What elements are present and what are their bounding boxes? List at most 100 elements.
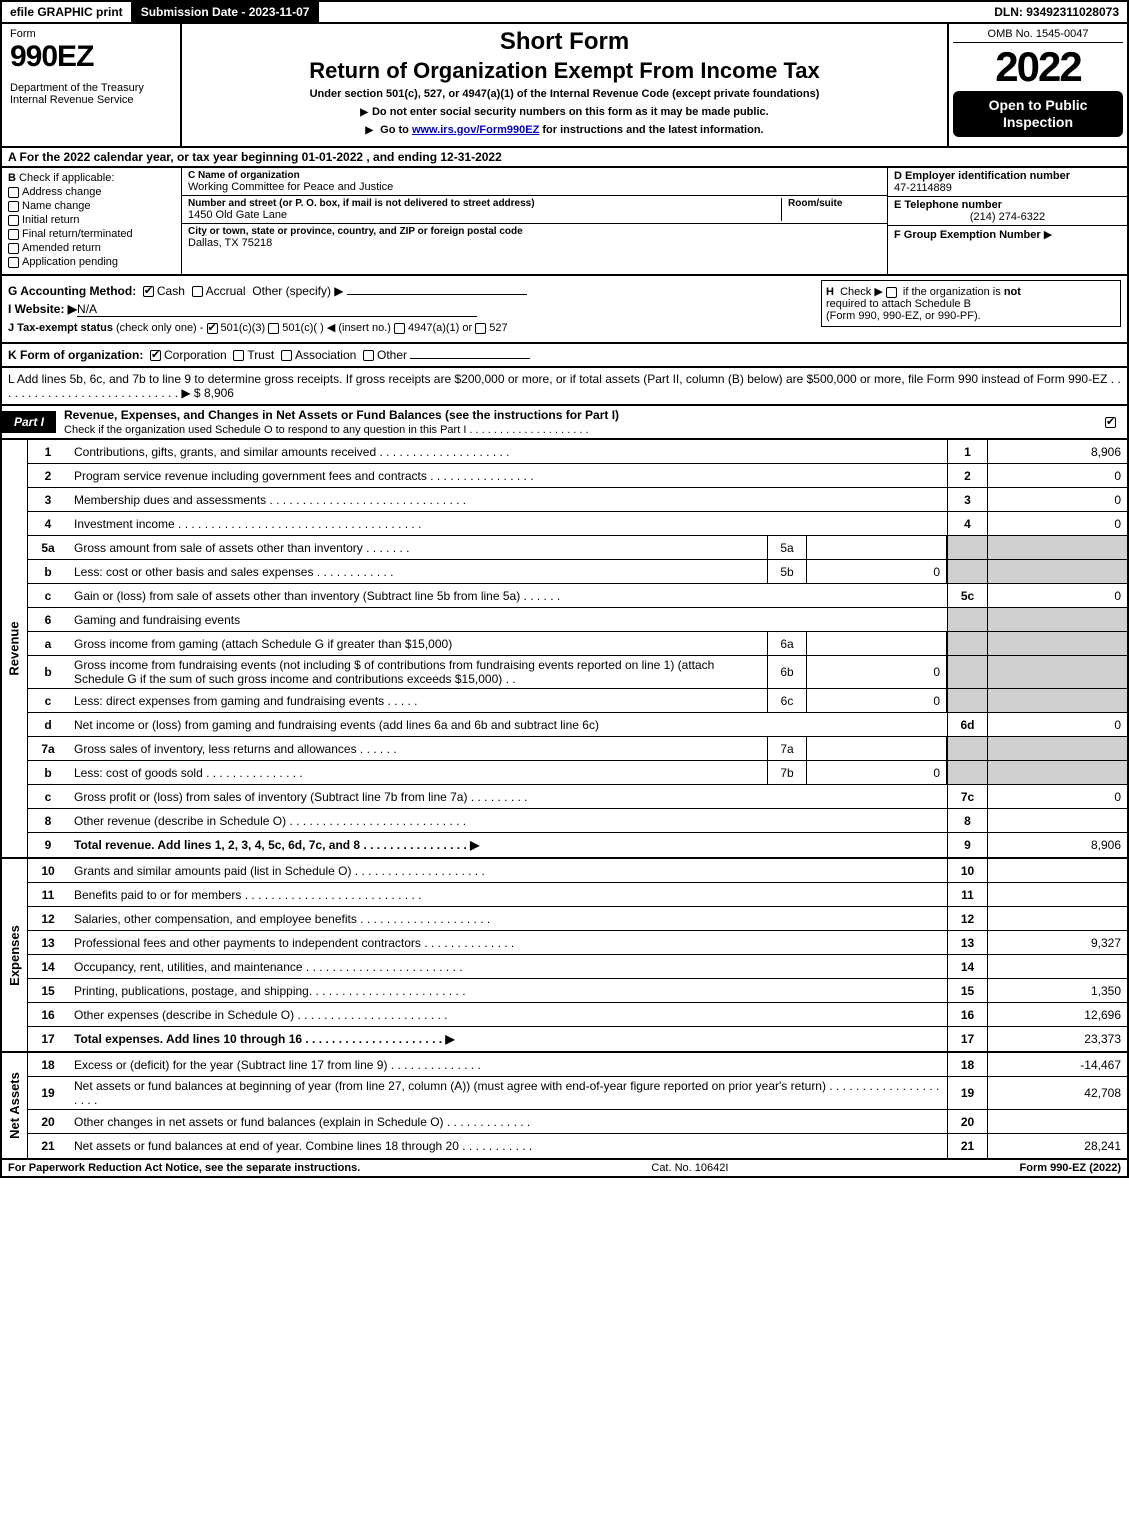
line-num: 9: [28, 833, 68, 857]
block-ghij: H Check ▶ if the organization is not req…: [0, 276, 1129, 344]
chk-final-return[interactable]: Final return/terminated: [8, 228, 175, 240]
top-bar: efile GRAPHIC print Submission Date - 20…: [0, 0, 1129, 24]
chk-trust[interactable]: [233, 350, 244, 361]
line-rnum: 15: [947, 979, 987, 1002]
line-rnum: 21: [947, 1134, 987, 1158]
chk-527[interactable]: [475, 323, 486, 334]
subline-num: 5b: [767, 560, 807, 583]
line-13: 13Professional fees and other payments t…: [28, 931, 1127, 955]
omb-number: OMB No. 1545-0047: [953, 28, 1123, 43]
line-num: d: [28, 713, 68, 736]
arrow-icon: ▶: [1044, 229, 1052, 241]
line-18: 18Excess or (deficit) for the year (Subt…: [28, 1053, 1127, 1077]
line-num: 7a: [28, 737, 68, 760]
line-desc: Membership dues and assessments . . . . …: [68, 488, 947, 511]
form-number: 990EZ: [10, 40, 172, 74]
line-rval: [987, 737, 1127, 760]
line-c: cLess: direct expenses from gaming and f…: [28, 689, 1127, 713]
chk-schedule-o[interactable]: [1105, 417, 1116, 428]
chk-application-pending[interactable]: Application pending: [8, 256, 175, 268]
line-rval: 0: [987, 464, 1127, 487]
line-rnum: 16: [947, 1003, 987, 1026]
efile-label[interactable]: efile GRAPHIC print: [2, 2, 133, 22]
line-14: 14Occupancy, rent, utilities, and mainte…: [28, 955, 1127, 979]
section-k: K Form of organization: Corporation Trus…: [0, 344, 1129, 368]
phone-label: E Telephone number: [894, 199, 1002, 211]
chk-accrual[interactable]: [192, 286, 203, 297]
line-num: 5a: [28, 536, 68, 559]
subline-val: 0: [807, 656, 947, 688]
line-num: 14: [28, 955, 68, 978]
page-footer: For Paperwork Reduction Act Notice, see …: [0, 1160, 1129, 1178]
line-desc: Total expenses. Add lines 10 through 16 …: [68, 1027, 947, 1051]
org-name: Working Committee for Peace and Justice: [188, 181, 881, 193]
chk-corporation[interactable]: [150, 350, 161, 361]
line-desc: Less: cost of goods sold . . . . . . . .…: [68, 761, 767, 784]
line-num: 10: [28, 859, 68, 882]
line-desc: Excess or (deficit) for the year (Subtra…: [68, 1053, 947, 1076]
subline-num: 5a: [767, 536, 807, 559]
subtitle: Under section 501(c), 527, or 4947(a)(1)…: [190, 88, 939, 100]
line-16: 16Other expenses (describe in Schedule O…: [28, 1003, 1127, 1027]
form-header: Form 990EZ Department of the Treasury In…: [0, 24, 1129, 148]
line-desc: Gross amount from sale of assets other t…: [68, 536, 767, 559]
irs-link[interactable]: www.irs.gov/Form990EZ: [412, 124, 539, 136]
dept-treasury: Department of the Treasury: [10, 82, 172, 94]
line-desc: Total revenue. Add lines 1, 2, 3, 4, 5c,…: [68, 833, 947, 857]
line-5a: 5aGross amount from sale of assets other…: [28, 536, 1127, 560]
section-l: L Add lines 5b, 6c, and 7b to line 9 to …: [0, 368, 1129, 406]
form-word: Form: [10, 28, 172, 40]
goto-post: for instructions and the latest informat…: [539, 124, 763, 136]
chk-4947[interactable]: [394, 323, 405, 334]
line-num: 15: [28, 979, 68, 1002]
line-rnum: [947, 632, 987, 655]
line-num: 1: [28, 440, 68, 463]
subline-val: 0: [807, 689, 947, 712]
chk-cash[interactable]: [143, 286, 154, 297]
line-desc: Less: cost or other basis and sales expe…: [68, 560, 767, 583]
subline-val: [807, 536, 947, 559]
section-def: D Employer identification number 47-2114…: [887, 168, 1127, 274]
chk-association[interactable]: [281, 350, 292, 361]
line-rval: [987, 883, 1127, 906]
line-num: 21: [28, 1134, 68, 1158]
line-c: cGain or (loss) from sale of assets othe…: [28, 584, 1127, 608]
subline-num: 6a: [767, 632, 807, 655]
line-rval: 1,350: [987, 979, 1127, 1002]
ein-label: D Employer identification number: [894, 170, 1070, 182]
group-exemption-label: F Group Exemption Number: [894, 229, 1041, 241]
room-label: Room/suite: [788, 198, 881, 209]
netassets-grid: Net Assets 18Excess or (deficit) for the…: [0, 1053, 1129, 1160]
line-desc: Net income or (loss) from gaming and fun…: [68, 713, 947, 736]
chk-amended-return[interactable]: Amended return: [8, 242, 175, 254]
irs-label: Internal Revenue Service: [10, 94, 172, 106]
line-rnum: 17: [947, 1027, 987, 1051]
line-rnum: 12: [947, 907, 987, 930]
chk-initial-return[interactable]: Initial return: [8, 214, 175, 226]
chk-501c[interactable]: [268, 323, 279, 334]
line-num: c: [28, 785, 68, 808]
header-left: Form 990EZ Department of the Treasury In…: [2, 24, 182, 146]
revenue-grid: Revenue 1Contributions, gifts, grants, a…: [0, 440, 1129, 859]
subline-val: 0: [807, 761, 947, 784]
line-desc: Other changes in net assets or fund bala…: [68, 1110, 947, 1133]
line-desc: Occupancy, rent, utilities, and maintena…: [68, 955, 947, 978]
header-right: OMB No. 1545-0047 2022 Open to Public In…: [947, 24, 1127, 146]
line-2: 2Program service revenue including gover…: [28, 464, 1127, 488]
chk-other-org[interactable]: [363, 350, 374, 361]
section-b: B Check if applicable: Address change Na…: [2, 168, 182, 274]
row-a-tax-year: A For the 2022 calendar year, or tax yea…: [0, 148, 1129, 168]
chk-name-change[interactable]: Name change: [8, 200, 175, 212]
line-desc: Gain or (loss) from sale of assets other…: [68, 584, 947, 607]
goto-pre: Go to: [380, 124, 412, 136]
line-b: bGross income from fundraising events (n…: [28, 656, 1127, 689]
line-desc: Other expenses (describe in Schedule O) …: [68, 1003, 947, 1026]
line-rnum: 2: [947, 464, 987, 487]
part1-tag: Part I: [2, 411, 56, 433]
line-num: 6: [28, 608, 68, 631]
line-rval: 0: [987, 488, 1127, 511]
chk-501c3[interactable]: [207, 323, 218, 334]
ein-value: 47-2114889: [894, 182, 952, 194]
chk-address-change[interactable]: Address change: [8, 186, 175, 198]
header-center: Short Form Return of Organization Exempt…: [182, 24, 947, 146]
